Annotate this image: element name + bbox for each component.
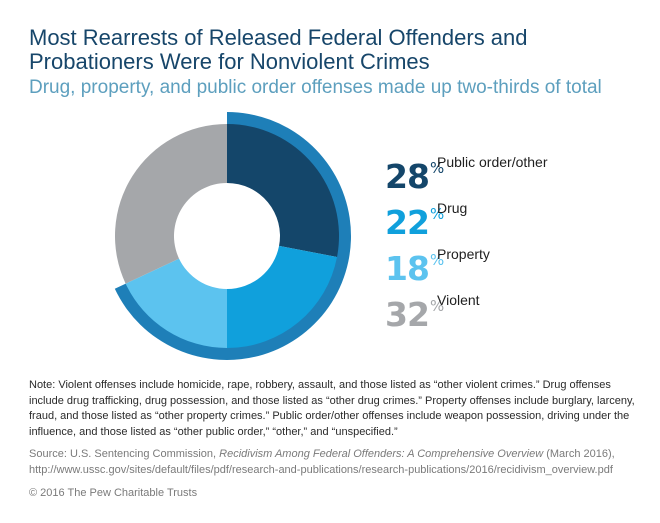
legend-item-drug: 22% Drug <box>385 194 625 242</box>
chart-legend: 28% Public order/other 22% Drug 18% Prop… <box>385 148 625 334</box>
donut-slice-public-order-other <box>227 124 340 257</box>
legend-item-property: 18% Property <box>385 240 625 288</box>
legend-value-violent: 32% <box>385 295 444 334</box>
legend-value-drug: 22% <box>385 203 444 242</box>
donut-slice-drug <box>227 245 338 348</box>
chart-note: Note: Violent offenses include homicide,… <box>29 379 635 438</box>
chart-source: Source: U.S. Sentencing Commission, Reci… <box>29 448 615 476</box>
legend-label-property: Property <box>437 246 490 262</box>
legend-value-property: 18% <box>385 249 444 288</box>
legend-label-violent: Violent <box>437 292 480 308</box>
chart-title: Most Rearrests of Released Federal Offen… <box>29 25 528 74</box>
copyright: © 2016 The Pew Charitable Trusts <box>29 487 198 499</box>
legend-value-public-order: 28% <box>385 157 444 196</box>
donut-slice-property <box>125 258 227 348</box>
legend-item-public-order: 28% Public order/other <box>385 148 625 196</box>
legend-label-drug: Drug <box>437 200 468 216</box>
chart-subtitle: Drug, property, and public order offense… <box>29 77 602 98</box>
legend-item-violent: 32% Violent <box>385 286 625 334</box>
donut-slice-violent <box>114 124 227 284</box>
legend-label-public-order: Public order/other <box>437 154 548 170</box>
